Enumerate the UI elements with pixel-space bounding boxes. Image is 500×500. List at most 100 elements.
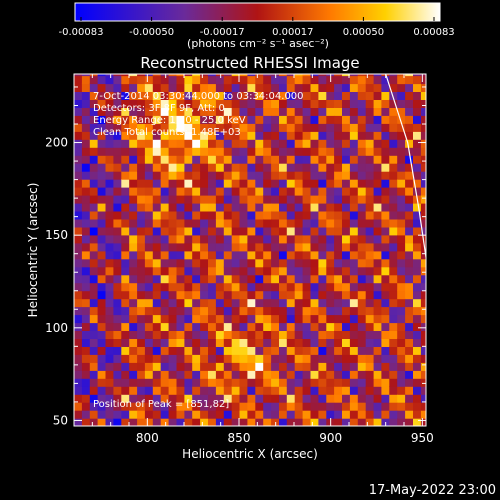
heatmap-cell	[113, 394, 122, 403]
heatmap-cell	[405, 378, 414, 387]
heatmap-cell	[215, 171, 225, 180]
heatmap-cell	[373, 386, 383, 395]
heatmap-cell	[129, 202, 138, 212]
heatmap-cell	[413, 282, 422, 292]
heatmap-cell	[365, 218, 375, 228]
heatmap-cell	[168, 418, 178, 426]
heatmap-cell	[89, 163, 99, 172]
y-tick-label: 50	[53, 413, 68, 427]
heatmap-cell	[405, 410, 414, 419]
heatmap-cell	[279, 139, 288, 148]
heatmap-cell	[397, 99, 406, 108]
heatmap-cell	[129, 410, 138, 419]
heatmap-cell	[349, 394, 359, 403]
heatmap-cell	[105, 210, 114, 220]
heatmap-cell	[318, 394, 327, 403]
heatmap-cell	[129, 171, 138, 180]
heatmap-cell	[121, 250, 130, 260]
heatmap-cell	[334, 242, 343, 252]
heatmap-cell	[105, 115, 114, 124]
heatmap-cell	[342, 155, 351, 164]
heatmap-cell	[286, 370, 296, 379]
heatmap-cell	[223, 250, 233, 260]
heatmap-cell	[420, 394, 426, 403]
heatmap-cell	[247, 99, 256, 108]
heatmap-cell	[200, 362, 209, 371]
heatmap-cell	[176, 290, 185, 300]
heatmap-cell	[349, 338, 359, 347]
heatmap-cell	[247, 314, 256, 324]
heatmap-cell	[89, 322, 99, 331]
heatmap-cell	[365, 147, 375, 156]
heatmap-cell	[239, 99, 248, 108]
heatmap-cell	[137, 226, 146, 236]
heatmap-cell	[137, 202, 146, 212]
heatmap-cell	[420, 195, 426, 204]
heatmap-cell	[113, 74, 122, 77]
heatmap-cell	[349, 402, 359, 411]
heatmap-cell	[310, 290, 319, 300]
heatmap-cell	[279, 83, 288, 92]
heatmap-cell	[357, 322, 367, 331]
heatmap-cell	[310, 370, 319, 379]
heatmap-cell	[168, 386, 178, 395]
heatmap-cell	[357, 131, 367, 140]
heatmap-cell	[357, 250, 367, 260]
heatmap-cell	[405, 171, 414, 180]
heatmap-cell	[184, 83, 193, 92]
heatmap-cell	[365, 362, 375, 371]
heatmap-cell	[176, 74, 185, 77]
heatmap-cell	[413, 258, 422, 268]
heatmap-cell	[200, 394, 209, 403]
heatmap-cell	[97, 346, 107, 355]
heatmap-cell	[286, 75, 296, 85]
heatmap-cell	[413, 234, 422, 244]
heatmap-cell	[286, 386, 296, 395]
heatmap-cell	[231, 386, 241, 395]
heatmap-cell	[310, 171, 319, 180]
heatmap-cell	[271, 370, 280, 379]
heatmap-cell	[294, 306, 304, 316]
heatmap-cell	[129, 115, 138, 124]
heatmap-cell	[286, 131, 296, 140]
heatmap-cell	[223, 298, 233, 308]
heatmap-cell	[223, 346, 233, 355]
heatmap-cell	[223, 258, 233, 268]
heatmap-cell	[160, 195, 170, 204]
heatmap-cell	[231, 226, 241, 236]
heatmap-cell	[342, 418, 351, 426]
heatmap-cell	[113, 107, 122, 116]
heatmap-cell	[97, 314, 107, 324]
heatmap-cell	[271, 83, 280, 92]
heatmap-cell	[294, 115, 304, 124]
heatmap-cell	[334, 99, 343, 108]
heatmap-cell	[239, 83, 248, 92]
heatmap-cell	[231, 155, 241, 164]
x-axis-label: Heliocentric X (arcsec)	[182, 447, 318, 461]
heatmap-cell	[294, 274, 304, 284]
heatmap-cell	[81, 83, 91, 92]
heatmap-cell	[223, 226, 233, 236]
heatmap-cell	[389, 338, 398, 347]
y-tick-label: 100	[45, 321, 68, 335]
heatmap-cell	[97, 370, 107, 379]
heatmap-cell	[286, 298, 296, 308]
heatmap-cell	[389, 99, 398, 108]
heatmap-cell	[176, 410, 185, 419]
heatmap-cell	[129, 155, 138, 164]
heatmap-cell	[200, 338, 209, 347]
heatmap-cell	[192, 266, 201, 276]
heatmap-cell	[381, 290, 390, 300]
heatmap-cell	[215, 298, 225, 308]
heatmap-cell	[373, 74, 383, 77]
heatmap-cell	[413, 370, 422, 379]
heatmap-cell	[413, 187, 422, 196]
heatmap-cell	[239, 91, 248, 100]
heatmap-cell	[239, 394, 248, 403]
heatmap-cell	[302, 386, 312, 395]
heatmap-cell	[200, 250, 209, 260]
heatmap-cell	[397, 187, 406, 196]
heatmap-cell	[302, 99, 312, 108]
heatmap-cell	[397, 322, 406, 331]
heatmap-cell	[310, 298, 319, 308]
